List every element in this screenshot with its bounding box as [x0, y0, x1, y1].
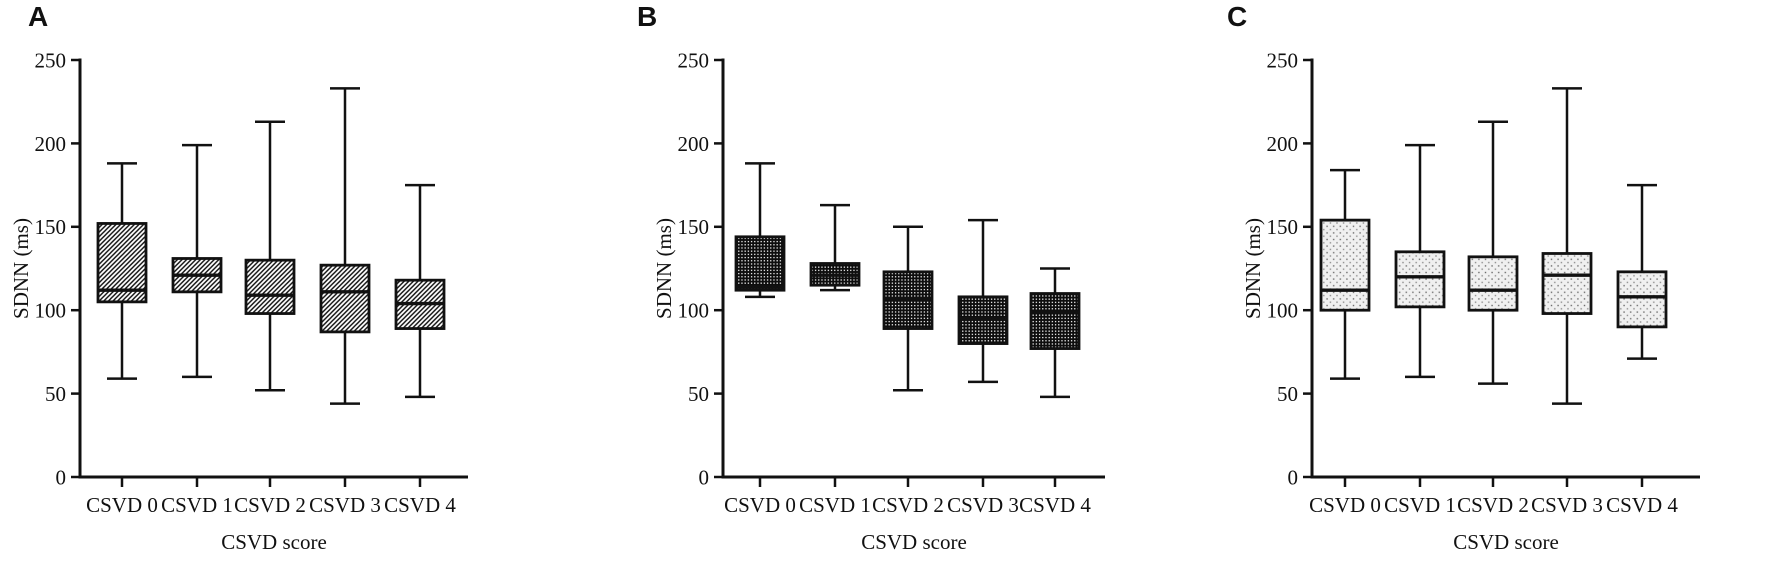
panel-a-letter: A: [28, 1, 49, 32]
x-tick-label: CSVD 0: [724, 493, 796, 517]
x-tick-label: CSVD 0: [1309, 493, 1381, 517]
x-tick-label: CSVD 2: [1457, 493, 1529, 517]
x-tick-label: CSVD 3: [309, 493, 381, 517]
x-tick-label: CSVD 3: [1531, 493, 1603, 517]
y-tick-label: 200: [35, 132, 67, 156]
y-axis-title: SDNN (ms): [652, 218, 676, 319]
y-tick-label: 100: [678, 299, 710, 323]
x-tick-label: CSVD 2: [234, 493, 306, 517]
x-tick-label: CSVD 1: [161, 493, 233, 517]
x-axis: CSVD 0 CSVD 1 CSVD 2 CSVD 3 CSVD 4 CSVD score: [78, 475, 468, 554]
y-tick-label: 150: [35, 215, 67, 239]
x-tick-label: CSVD 1: [1384, 493, 1456, 517]
boxplot-csvd-1: [171, 143, 223, 379]
boxplot-csvd-0: [96, 162, 148, 380]
y-tick-label: 50: [688, 382, 709, 406]
panel-c: C 0 50 100 150 200 250 SDNN (ms) CSVD 0 CSVD 1 CS…: [1180, 0, 1772, 564]
boxplot-csvd-1: [1394, 143, 1446, 379]
boxplot-csvd-0: [734, 162, 786, 299]
boxplot-csvd-3: [957, 218, 1009, 384]
boxplot-csvd-4: [1029, 267, 1081, 399]
y-tick-label: 50: [45, 382, 66, 406]
panel-b: B 0 50 100 150 200 250 SDNN (ms) CSVD 0 CSVD 1 CS…: [590, 0, 1180, 564]
x-axis-title: CSVD score: [221, 530, 327, 554]
panel-a: A 0 50 100 150 200 250 SDNN (ms) CSVD 0 CSVD 1 CS…: [0, 0, 590, 564]
x-axis: CSVD 0 CSVD 1 CSVD 2 CSVD 3 CSVD 4 CSVD score: [1309, 475, 1700, 554]
panel-b-letter: B: [637, 1, 658, 32]
boxplot-csvd-3: [319, 87, 371, 405]
y-tick-label: 50: [1277, 382, 1298, 406]
y-tick-label: 100: [35, 299, 67, 323]
boxplot-csvd-4: [394, 183, 446, 399]
y-tick-label: 250: [1267, 48, 1299, 72]
boxplot-csvd-4: [1616, 183, 1668, 360]
y-tick-label: 0: [699, 465, 710, 489]
y-tick-label: 200: [1267, 132, 1299, 156]
boxplot-csvd-3: [1541, 87, 1593, 405]
boxplot-csvd-0: [1319, 168, 1371, 380]
x-tick-label: CSVD 3: [947, 493, 1019, 517]
x-axis-title: CSVD score: [861, 530, 967, 554]
y-axis: 0 50 100 150 200 250 SDNN (ms): [652, 48, 725, 489]
boxplot-csvd-2: [882, 225, 934, 392]
y-axis: 0 50 100 150 200 250 SDNN (ms): [9, 48, 82, 489]
y-tick-label: 150: [1267, 215, 1299, 239]
boxplot-csvd-1: [809, 203, 861, 292]
y-tick-label: 0: [56, 465, 67, 489]
y-tick-label: 150: [678, 215, 710, 239]
boxplot-csvd-2: [244, 120, 296, 392]
x-tick-label: CSVD 4: [1606, 493, 1678, 517]
y-axis-title: SDNN (ms): [9, 218, 33, 319]
x-axis-title: CSVD score: [1453, 530, 1559, 554]
x-tick-label: CSVD 2: [872, 493, 944, 517]
y-tick-label: 200: [678, 132, 710, 156]
x-tick-label: CSVD 4: [384, 493, 456, 517]
y-tick-label: 250: [35, 48, 67, 72]
x-tick-label: CSVD 1: [799, 493, 871, 517]
x-tick-label: CSVD 0: [86, 493, 158, 517]
boxplot-csvd-2: [1467, 120, 1519, 385]
x-tick-label: CSVD 4: [1019, 493, 1091, 517]
y-tick-label: 0: [1288, 465, 1299, 489]
y-axis-title: SDNN (ms): [1241, 218, 1265, 319]
panel-c-letter: C: [1227, 1, 1248, 32]
x-axis: CSVD 0 CSVD 1 CSVD 2 CSVD 3 CSVD 4 CSVD score: [721, 475, 1105, 554]
y-axis: 0 50 100 150 200 250 SDNN (ms): [1241, 48, 1314, 489]
y-tick-label: 100: [1267, 299, 1299, 323]
y-tick-label: 250: [678, 48, 710, 72]
